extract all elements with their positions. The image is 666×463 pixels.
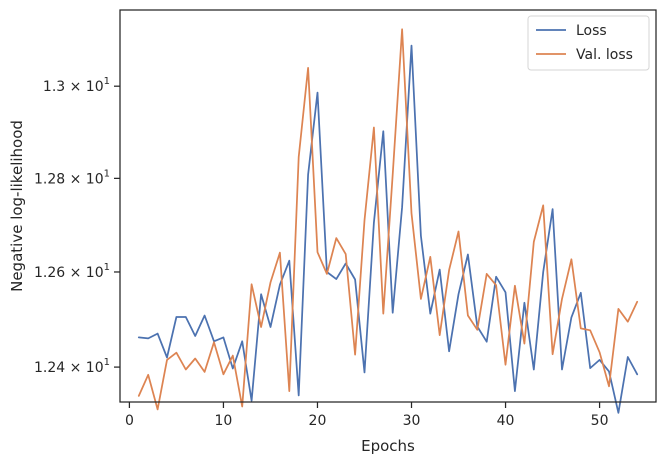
y-axis: 1.24 × 101 1.26 × 101 1.28 × 101 1.3 × 101: [34, 76, 120, 376]
legend-label-val-loss: Val. loss: [576, 47, 633, 63]
x-tick-label: 20: [309, 413, 327, 429]
legend: Loss Val. loss: [527, 15, 650, 71]
x-tick-label: 10: [215, 413, 233, 429]
x-axis: 0 10 20 30 40 50: [125, 402, 609, 429]
legend-label-loss: Loss: [576, 23, 607, 39]
series-line-loss: [137, 44, 639, 414]
x-tick-label: 40: [497, 413, 515, 429]
y-tick-label: 1.3 × 101: [43, 76, 110, 95]
x-tick-label: 50: [591, 413, 609, 429]
x-tick-label: 0: [125, 413, 134, 429]
x-tick-label: 30: [403, 413, 421, 429]
y-tick-label: 1.26 × 101: [34, 262, 110, 281]
y-tick-label: 1.28 × 101: [34, 168, 110, 187]
y-tick-label: 1.24 × 101: [34, 357, 110, 376]
series-layer: [137, 28, 639, 414]
y-axis-label: Negative log-likelihood: [8, 120, 26, 292]
plot-frame: [119, 9, 657, 403]
series-line-val-loss: [137, 28, 639, 411]
x-axis-label: Epochs: [361, 437, 415, 455]
